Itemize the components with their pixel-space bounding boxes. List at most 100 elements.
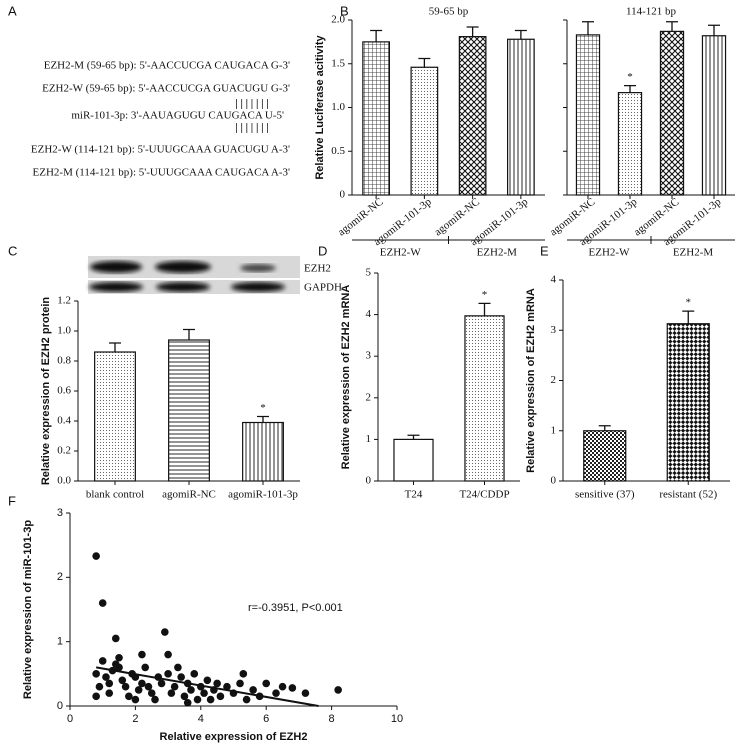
scatter-point [190, 670, 199, 678]
x-tick-label: 10 [391, 713, 403, 725]
blot-label: GAPDH [304, 282, 342, 294]
scatter-point [95, 682, 104, 691]
y-tick-label: 0.6 [57, 385, 71, 397]
x-tick-label: 4 [198, 713, 204, 725]
scatter-point [131, 695, 140, 704]
error-bar [514, 29, 527, 40]
scatter-point [213, 679, 221, 688]
sequence-line: EZH2-M (114-121 bp): 5'-UUUGCAAA CAUGACA… [33, 167, 290, 179]
x-tick-label: agomiR-NC [432, 196, 482, 239]
scatter-point [180, 692, 189, 701]
y-tick-label: 3 [551, 324, 557, 336]
y-tick-label: 1.2 [57, 295, 71, 307]
y-tick-label: 0 [340, 189, 346, 201]
error-bar [666, 21, 678, 32]
scatter-point [92, 670, 100, 678]
bar [701, 35, 727, 196]
significance-mark: * [260, 402, 266, 414]
bar [507, 38, 535, 196]
y-tick-label: 4 [551, 274, 557, 286]
chart-title: 114-121 bp [626, 6, 677, 18]
scatter-point [249, 686, 257, 694]
panel-label: F [8, 493, 16, 508]
error-bar [183, 328, 195, 340]
significance-mark: * [482, 289, 488, 301]
scatter-point [216, 692, 225, 701]
x-tick-label: 6 [263, 713, 269, 725]
y-tick-label: 1 [551, 424, 557, 436]
bar [362, 41, 390, 196]
scatter-point [177, 673, 185, 681]
x-tick-label: 2 [132, 713, 138, 725]
x-tick-label: agomiR-NC [162, 489, 216, 501]
y-tick-label: 2.0 [331, 14, 345, 26]
scatter-point [242, 695, 251, 704]
bar [242, 421, 284, 482]
y-tick-label: 2 [551, 374, 557, 386]
scatter-point [278, 682, 287, 691]
y-tick-label: 4 [366, 308, 372, 320]
x-tick-label: blank control [86, 489, 144, 501]
scatter-point [206, 695, 215, 704]
scatter-point [118, 676, 127, 685]
group-label: EZH2-M [673, 247, 714, 259]
bar [410, 66, 439, 196]
error-bar [582, 21, 594, 35]
scatter-point [203, 676, 212, 685]
panel-label: A [8, 3, 17, 18]
group-label: EZH2-W [589, 247, 631, 259]
y-axis-label: Relative expression of EZH2 mRNA [340, 285, 352, 470]
y-axis-label: Relative expression of miR-101-3p [22, 520, 34, 699]
scatter-point [164, 670, 172, 678]
error-bar [109, 342, 121, 352]
bar [617, 92, 643, 196]
scatter-point [138, 650, 146, 659]
bar [168, 339, 210, 482]
scatter-point [288, 684, 297, 692]
x-tick-label: agomiR-101-3p [228, 489, 298, 501]
bar [575, 34, 601, 196]
y-axis-label: Relative expression of EZH2 mRNA [525, 288, 537, 473]
y-tick-label: 1.5 [331, 57, 345, 69]
scatter-point [98, 657, 107, 665]
pairing-marks: | | | | | | | [235, 122, 268, 134]
y-tick-label: 5 [366, 267, 372, 279]
panel-label: D [318, 243, 327, 258]
scatter-point [170, 682, 179, 691]
significance-mark: * [627, 71, 633, 83]
panel-label: E [540, 243, 549, 258]
panel-label: B [340, 3, 349, 18]
y-tick-label: 2 [57, 571, 63, 583]
y-tick-label: 0.8 [57, 355, 71, 367]
scatter-point [167, 689, 176, 697]
scatter-point [301, 689, 310, 697]
sequence-alignment: EZH2-M (59-65 bp): 5'-AACCUCGA CAUGACA G… [31, 60, 290, 179]
scatter-point [121, 682, 130, 691]
y-tick-label: 1.0 [57, 325, 71, 337]
y-tick-label: 1 [57, 636, 63, 648]
annotation: r=-0.3951, P<0.001 [248, 602, 343, 614]
scatter-point [236, 679, 244, 688]
error-bar [466, 26, 479, 37]
sequence-line: EZH2-W (59-65 bp): 5'-AACCUCGA GUACUGU G… [42, 83, 290, 95]
y-tick-label: 0.0 [57, 475, 71, 487]
x-tick-label: resistant (52) [659, 489, 717, 501]
error-bar [418, 57, 431, 68]
bar [94, 351, 136, 482]
error-bar [598, 425, 611, 431]
pairing-marks: | | | | | | | [235, 98, 268, 110]
blot-label: EZH2 [304, 263, 331, 275]
scatter-point [334, 686, 342, 694]
x-tick-label: 0 [67, 713, 73, 725]
scatter-point [187, 686, 195, 694]
scatter-point [144, 682, 153, 691]
scatter-point [164, 650, 172, 659]
x-tick-label: 8 [329, 713, 335, 725]
y-tick-label: 0.4 [57, 415, 71, 427]
x-tick-label: sensitive (37) [575, 489, 635, 501]
y-tick-label: 0 [366, 475, 372, 487]
scatter-point [193, 695, 202, 704]
y-tick-label: 0.2 [57, 445, 71, 457]
y-tick-label: 0 [57, 700, 63, 712]
